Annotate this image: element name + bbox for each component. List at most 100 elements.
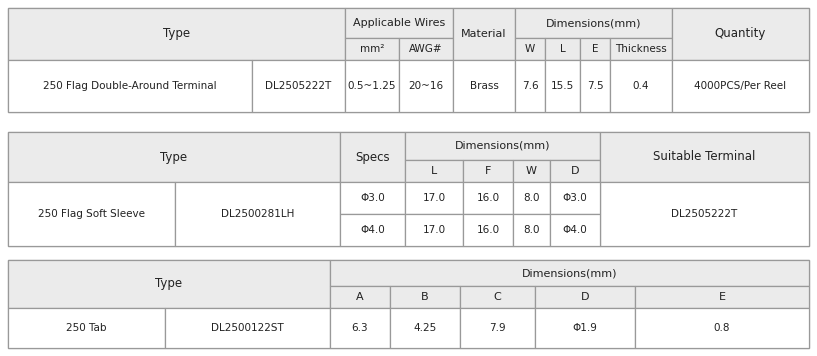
Bar: [390, 308, 460, 348]
Text: Φ4.0: Φ4.0: [563, 225, 587, 235]
Text: DL2500122ST: DL2500122ST: [211, 323, 283, 333]
Text: 0.8: 0.8: [714, 323, 730, 333]
Bar: [252, 60, 345, 112]
Text: Φ3.0: Φ3.0: [563, 193, 587, 203]
Bar: [453, 8, 515, 60]
Bar: [580, 38, 610, 60]
Bar: [580, 60, 610, 112]
Text: B: B: [422, 292, 429, 302]
Text: 250 Tab: 250 Tab: [66, 323, 107, 333]
Text: W: W: [525, 44, 535, 54]
Bar: [340, 182, 405, 214]
Bar: [390, 286, 460, 308]
Text: D: D: [571, 166, 579, 176]
Bar: [8, 182, 175, 246]
Text: Material: Material: [462, 29, 507, 39]
Bar: [600, 182, 809, 246]
Text: Suitable Terminal: Suitable Terminal: [654, 151, 756, 163]
Text: 20~16: 20~16: [408, 81, 444, 91]
Text: Specs: Specs: [355, 151, 390, 163]
Bar: [330, 286, 390, 308]
Bar: [8, 260, 330, 308]
Bar: [635, 308, 809, 348]
Bar: [460, 286, 535, 308]
Text: Type: Type: [155, 277, 182, 290]
Bar: [515, 8, 672, 38]
Text: E: E: [718, 292, 725, 302]
Text: L: L: [431, 166, 437, 176]
Bar: [340, 132, 405, 182]
Bar: [8, 132, 809, 246]
Bar: [8, 8, 345, 60]
Bar: [535, 286, 635, 308]
Bar: [515, 60, 545, 112]
Bar: [515, 38, 545, 60]
Text: L: L: [560, 44, 565, 54]
Bar: [405, 214, 463, 246]
Text: DL2500281LH: DL2500281LH: [221, 209, 294, 219]
Bar: [463, 160, 513, 182]
Text: 7.6: 7.6: [522, 81, 538, 91]
Bar: [8, 8, 809, 112]
Text: 250 Flag Soft Sleeve: 250 Flag Soft Sleeve: [38, 209, 145, 219]
Text: 0.4: 0.4: [632, 81, 650, 91]
Text: Dimensions(mm): Dimensions(mm): [522, 268, 618, 278]
Bar: [513, 214, 550, 246]
Text: D: D: [581, 292, 589, 302]
Text: 7.9: 7.9: [489, 323, 506, 333]
Bar: [453, 60, 515, 112]
Text: A: A: [356, 292, 364, 302]
Bar: [8, 260, 809, 348]
Text: 17.0: 17.0: [422, 193, 445, 203]
Bar: [8, 132, 340, 182]
Bar: [600, 132, 809, 182]
Text: 6.3: 6.3: [351, 323, 368, 333]
Bar: [610, 60, 672, 112]
Text: DL2505222T: DL2505222T: [266, 81, 332, 91]
Bar: [8, 60, 252, 112]
Text: Thickness: Thickness: [615, 44, 667, 54]
Text: Type: Type: [160, 151, 188, 163]
Bar: [550, 214, 600, 246]
Text: Applicable Wires: Applicable Wires: [353, 18, 445, 28]
Bar: [330, 260, 809, 286]
Text: W: W: [526, 166, 537, 176]
Bar: [165, 308, 330, 348]
Bar: [550, 160, 600, 182]
Bar: [175, 182, 340, 246]
Bar: [330, 308, 390, 348]
Text: DL2505222T: DL2505222T: [672, 209, 738, 219]
Text: Type: Type: [163, 27, 190, 41]
Text: Brass: Brass: [470, 81, 498, 91]
Text: 8.0: 8.0: [523, 193, 540, 203]
Text: Φ4.0: Φ4.0: [360, 225, 385, 235]
Text: F: F: [484, 166, 491, 176]
Text: 7.5: 7.5: [587, 81, 603, 91]
Text: Dimensions(mm): Dimensions(mm): [546, 18, 641, 28]
Bar: [545, 60, 580, 112]
Text: E: E: [592, 44, 598, 54]
Bar: [345, 38, 399, 60]
Text: Φ1.9: Φ1.9: [573, 323, 597, 333]
Bar: [535, 308, 635, 348]
Bar: [550, 182, 600, 214]
Text: 15.5: 15.5: [551, 81, 574, 91]
Bar: [610, 38, 672, 60]
Bar: [463, 182, 513, 214]
Text: 16.0: 16.0: [476, 225, 499, 235]
Bar: [405, 160, 463, 182]
Bar: [8, 308, 165, 348]
Bar: [513, 182, 550, 214]
Text: 4000PCS/Per Reel: 4000PCS/Per Reel: [694, 81, 787, 91]
Bar: [399, 60, 453, 112]
Bar: [340, 214, 405, 246]
Text: Dimensions(mm): Dimensions(mm): [455, 141, 551, 151]
Bar: [460, 308, 535, 348]
Bar: [672, 8, 809, 60]
Text: 250 Flag Double-Around Terminal: 250 Flag Double-Around Terminal: [43, 81, 217, 91]
Text: Quantity: Quantity: [715, 27, 766, 41]
Bar: [405, 132, 600, 160]
Bar: [635, 286, 809, 308]
Bar: [672, 60, 809, 112]
Text: 16.0: 16.0: [476, 193, 499, 203]
